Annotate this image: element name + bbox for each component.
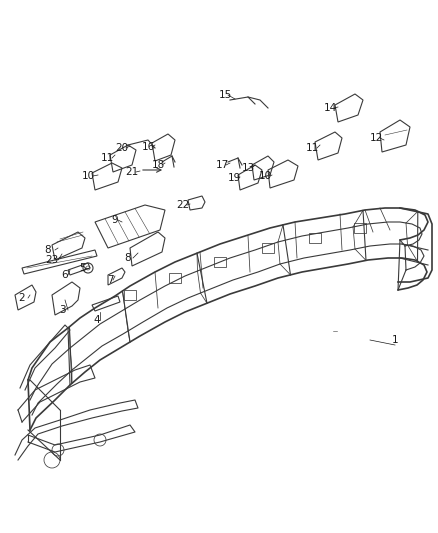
Text: 19: 19: [227, 173, 240, 183]
Bar: [124, 290, 136, 300]
Text: 5: 5: [79, 263, 85, 273]
Bar: [309, 233, 321, 243]
Text: 15: 15: [219, 90, 232, 100]
Text: 1: 1: [392, 335, 398, 345]
Text: 16: 16: [141, 142, 155, 152]
Text: 11: 11: [100, 153, 113, 163]
Text: 13: 13: [241, 163, 254, 173]
Bar: [169, 273, 181, 283]
Text: 10: 10: [258, 171, 272, 181]
Text: 9: 9: [112, 215, 118, 225]
Text: 4: 4: [94, 315, 100, 325]
Text: 22: 22: [177, 200, 190, 210]
Text: 3: 3: [59, 305, 65, 315]
Text: 12: 12: [369, 133, 383, 143]
Text: 8: 8: [45, 245, 51, 255]
Text: 6: 6: [62, 270, 68, 280]
Bar: [354, 223, 366, 233]
Text: 20: 20: [116, 143, 129, 153]
Text: 7: 7: [107, 275, 113, 285]
Bar: [262, 243, 274, 253]
Text: 17: 17: [215, 160, 229, 170]
Text: 2: 2: [19, 293, 25, 303]
Bar: [214, 257, 226, 267]
Text: 14: 14: [323, 103, 337, 113]
Text: 10: 10: [81, 171, 95, 181]
Text: 8: 8: [125, 253, 131, 263]
Text: 23: 23: [46, 255, 59, 265]
Text: 21: 21: [125, 167, 138, 177]
Text: 11: 11: [305, 143, 318, 153]
Text: 18: 18: [152, 160, 165, 170]
